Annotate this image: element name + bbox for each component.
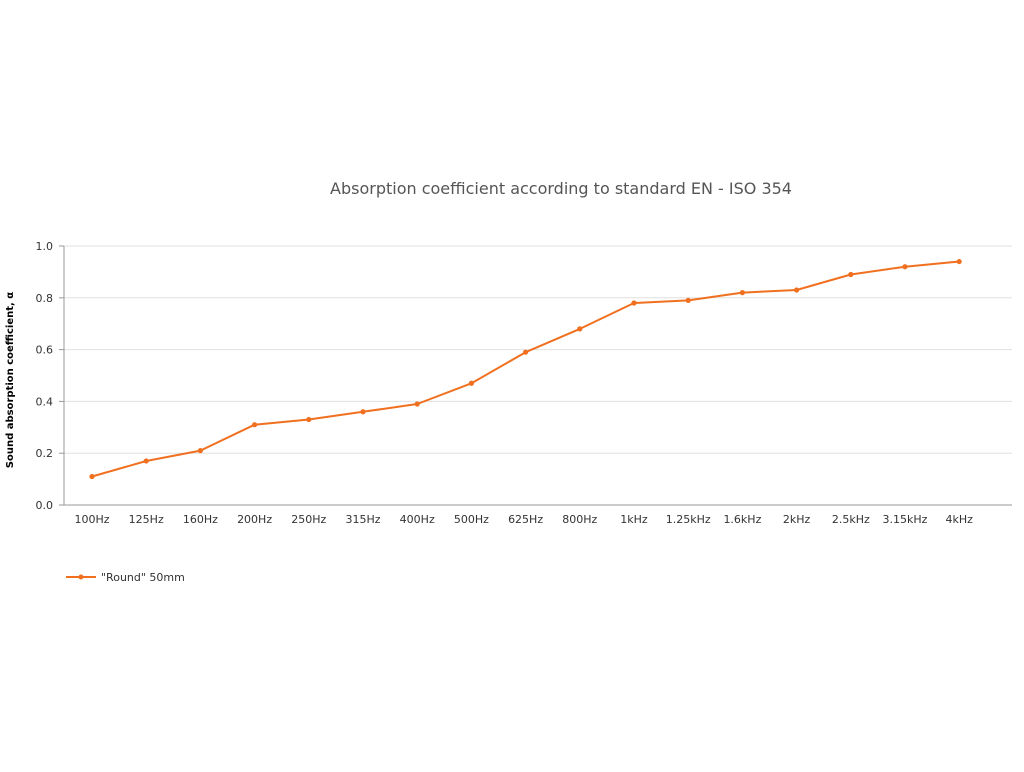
x-tick-label: 400Hz	[400, 513, 435, 526]
x-tick-label: 200Hz	[237, 513, 272, 526]
data-point[interactable]	[306, 416, 312, 423]
data-point[interactable]	[956, 258, 962, 265]
x-tick-label: 3.15kHz	[883, 513, 928, 526]
data-point[interactable]	[143, 458, 149, 464]
grid-layer	[64, 245, 1012, 454]
x-tick-label: 100Hz	[74, 513, 109, 526]
x-tick-label: 2kHz	[783, 513, 811, 526]
data-point[interactable]	[252, 422, 258, 428]
data-point[interactable]	[360, 409, 366, 415]
series-line	[91, 260, 960, 478]
series-layer	[89, 258, 962, 480]
data-point[interactable]	[794, 287, 800, 293]
x-tick-label: 1.6kHz	[723, 513, 761, 526]
x-tick-label: 625Hz	[508, 513, 543, 526]
x-tick-label: 1kHz	[620, 513, 648, 526]
x-tick-label: 125Hz	[129, 513, 164, 526]
y-tick-label: 0.8	[36, 292, 54, 305]
data-point[interactable]	[739, 290, 746, 296]
y-tick-label: 0.6	[36, 344, 54, 357]
data-point[interactable]	[523, 349, 529, 355]
legend-label: "Round" 50mm	[101, 571, 185, 584]
x-tick-label: 4kHz	[945, 513, 973, 526]
y-axis-label: Sound absorption coefficient, α	[5, 292, 16, 468]
y-tick-label: 0.4	[36, 395, 54, 408]
axis-layer	[59, 245, 1012, 506]
x-tick-label: 1.25kHz	[666, 513, 711, 526]
y-tick-label: 1.0	[36, 240, 54, 253]
x-tick-label: 315Hz	[345, 513, 380, 526]
x-tick-label: 800Hz	[562, 513, 597, 526]
x-tick-labels: 100Hz 125Hz 160Hz 200Hz 250Hz 315Hz 400Hz 500Hz…	[74, 513, 973, 526]
data-point[interactable]	[468, 380, 474, 386]
legend-marker-swatch	[78, 574, 84, 580]
y-tick-label: 0.0	[36, 499, 54, 512]
chart-title: Absorption coefficient according to stan…	[330, 179, 792, 198]
x-tick-label: 250Hz	[291, 513, 326, 526]
data-point[interactable]	[631, 300, 637, 306]
legend[interactable]: "Round" 50mm	[66, 571, 185, 584]
data-point[interactable]	[685, 297, 691, 303]
data-point[interactable]	[89, 473, 95, 480]
data-point[interactable]	[902, 264, 908, 270]
data-point[interactable]	[414, 401, 420, 407]
data-point[interactable]	[848, 271, 854, 278]
x-tick-label: 160Hz	[183, 513, 218, 526]
y-tick-labels: 0.0 0.2 0.4 0.6 0.8 1.0	[36, 240, 54, 512]
x-tick-label: 500Hz	[454, 513, 489, 526]
y-tick-label: 0.2	[36, 447, 54, 460]
data-point[interactable]	[577, 326, 583, 332]
data-point[interactable]	[197, 448, 203, 454]
x-tick-label: 2.5kHz	[832, 513, 870, 526]
